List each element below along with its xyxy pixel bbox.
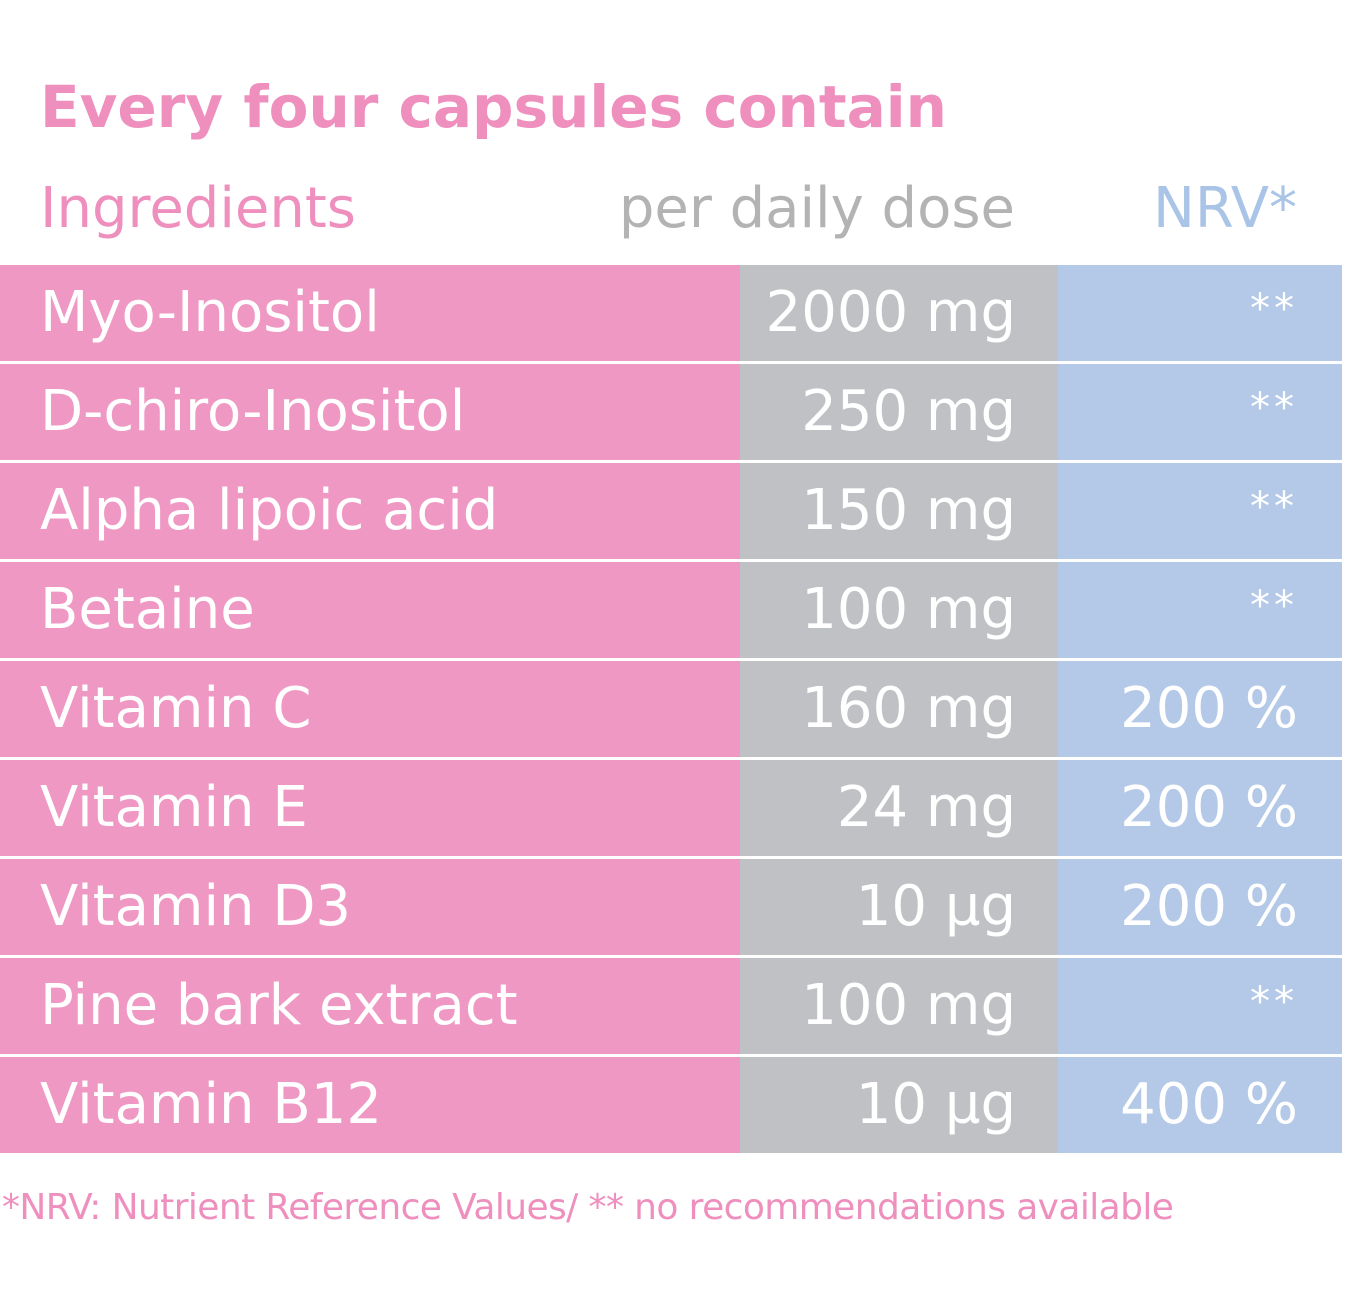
ingredient-name: Alpha lipoic acid (0, 463, 740, 559)
ingredient-nrv: ** (1058, 958, 1342, 1054)
table-row: D-chiro-Inositol 250 mg ** (0, 364, 1342, 460)
ingredient-name: D-chiro-Inositol (0, 364, 740, 460)
ingredient-nrv: 400 % (1058, 1057, 1342, 1153)
ingredients-table: Myo-Inositol 2000 mg ** D-chiro-Inositol… (0, 265, 1342, 1153)
ingredient-name: Betaine (0, 562, 740, 658)
ingredient-name: Vitamin D3 (0, 859, 740, 955)
ingredient-dose: 160 mg (740, 661, 1058, 757)
ingredient-nrv: ** (1058, 463, 1342, 559)
table-title: Every four capsules contain (40, 73, 947, 141)
daily-dose-header: per daily dose (618, 176, 1015, 241)
table-row: Pine bark extract 100 mg ** (0, 958, 1342, 1054)
ingredient-dose: 150 mg (740, 463, 1058, 559)
table-row: Betaine 100 mg ** (0, 562, 1342, 658)
ingredients-header: Ingredients (40, 176, 356, 241)
table-row: Vitamin E 24 mg 200 % (0, 760, 1342, 856)
ingredient-dose: 10 µg (740, 1057, 1058, 1153)
ingredient-name: Vitamin C (0, 661, 740, 757)
ingredient-dose: 100 mg (740, 562, 1058, 658)
table-row: Vitamin C 160 mg 200 % (0, 661, 1342, 757)
ingredient-name: Vitamin B12 (0, 1057, 740, 1153)
table-row: Myo-Inositol 2000 mg ** (0, 265, 1342, 361)
ingredient-nrv: ** (1058, 265, 1342, 361)
ingredient-name: Vitamin E (0, 760, 740, 856)
table-row: Alpha lipoic acid 150 mg ** (0, 463, 1342, 559)
ingredient-nrv: ** (1058, 364, 1342, 460)
ingredient-name: Pine bark extract (0, 958, 740, 1054)
table-row: Vitamin D3 10 µg 200 % (0, 859, 1342, 955)
ingredient-dose: 100 mg (740, 958, 1058, 1054)
ingredient-dose: 24 mg (740, 760, 1058, 856)
table-row: Vitamin B12 10 µg 400 % (0, 1057, 1342, 1153)
ingredient-name: Myo-Inositol (0, 265, 740, 361)
nrv-footnote: *NRV: Nutrient Reference Values/ ** no r… (2, 1187, 1174, 1228)
ingredient-nrv: 200 % (1058, 760, 1342, 856)
nrv-header: NRV* (1152, 176, 1297, 241)
ingredient-dose: 2000 mg (740, 265, 1058, 361)
ingredient-dose: 250 mg (740, 364, 1058, 460)
ingredient-nrv: 200 % (1058, 859, 1342, 955)
ingredient-dose: 10 µg (740, 859, 1058, 955)
ingredient-nrv: ** (1058, 562, 1342, 658)
ingredient-nrv: 200 % (1058, 661, 1342, 757)
